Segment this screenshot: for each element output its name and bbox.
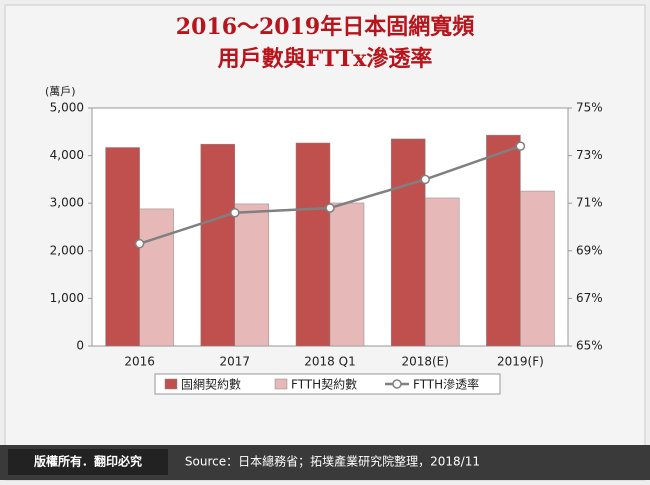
bar	[105, 147, 140, 347]
legend-box	[154, 373, 501, 395]
y2-tick-label: 69%	[576, 243, 603, 257]
bar	[424, 197, 460, 347]
y2-tick-label: 65%	[576, 339, 603, 353]
legend-label: FTTH契約數	[291, 377, 357, 392]
line-marker	[420, 174, 430, 185]
y-tick-label: 4,000	[50, 148, 84, 162]
y-tick-label: 5,000	[50, 101, 84, 115]
y-tick-label: 2,000	[50, 243, 84, 257]
bar	[390, 138, 426, 347]
y-tick-label: 0	[76, 339, 84, 353]
x-tick-label: 2017	[220, 355, 251, 369]
x-tick-label: 2018 Q1	[304, 355, 355, 369]
line-marker	[325, 203, 335, 213]
footer-box	[8, 449, 168, 475]
x-tick-label: 2018(E)	[401, 355, 448, 369]
y-tick-label: 1,000	[50, 291, 84, 305]
line-marker	[230, 207, 240, 218]
x-tick-label: 2019(F)	[497, 355, 544, 369]
y-tick-label: 3,000	[50, 196, 84, 210]
y-axis-unit: (萬戶)	[45, 85, 76, 98]
bar	[520, 190, 555, 347]
line-marker	[515, 141, 526, 151]
y2-tick-label: 75%	[576, 101, 603, 115]
legend-marker	[392, 379, 402, 389]
legend-swatch	[274, 378, 288, 390]
line-marker	[134, 238, 145, 249]
chart-title: 2016～2019年日本固網寬頻	[176, 14, 474, 40]
y2-tick-label: 67%	[576, 291, 603, 305]
bar	[139, 208, 174, 347]
x-tick-label: 2016	[124, 355, 155, 369]
bar	[234, 203, 270, 347]
bar	[486, 134, 521, 347]
legend-label: FTTH滲透率	[413, 377, 479, 392]
bar	[200, 143, 236, 347]
bar	[329, 202, 365, 347]
copyright: 版權所有．翻印必究	[34, 454, 142, 469]
y2-tick-label: 71%	[576, 196, 603, 210]
legend-label: 固網契約數	[181, 377, 241, 392]
chart-title: 用戶數與FTTx滲透率	[218, 46, 433, 72]
y2-tick-label: 73%	[576, 148, 603, 162]
bar	[295, 142, 331, 347]
source: Source：日本總務省；拓墣產業研究院整理，2018/11	[185, 454, 480, 469]
legend-swatch	[164, 378, 178, 390]
